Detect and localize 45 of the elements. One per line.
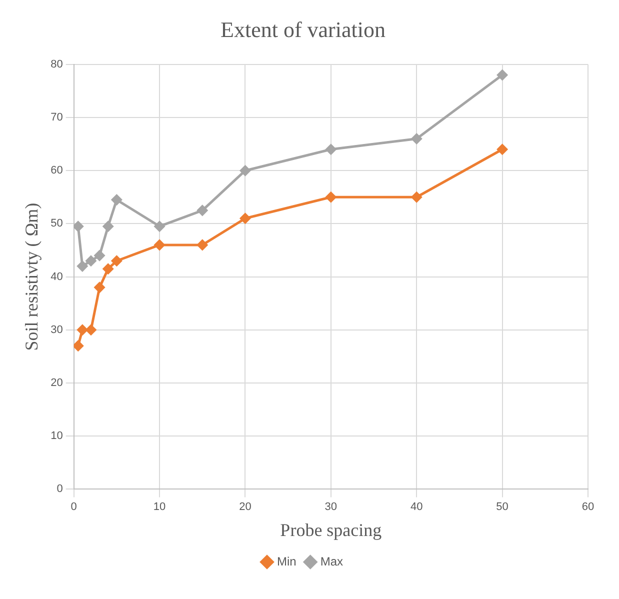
point xyxy=(111,194,122,206)
point xyxy=(74,340,84,352)
chart-title: Extent of variation xyxy=(220,16,386,42)
point xyxy=(197,205,208,216)
point xyxy=(94,250,105,261)
x-tick-label: 40 xyxy=(410,500,423,513)
x-tick-label: 20 xyxy=(239,500,252,513)
y-tick-label: 40 xyxy=(50,270,63,283)
point xyxy=(411,192,422,202)
x-tick-label: 60 xyxy=(582,500,594,513)
point xyxy=(102,264,114,274)
point xyxy=(154,240,165,250)
x-tick-label: 0 xyxy=(70,500,77,513)
point xyxy=(94,282,105,293)
point xyxy=(240,165,250,176)
x-axis-title: Probe spacing xyxy=(280,520,382,540)
y-tick-label: 70 xyxy=(50,112,63,124)
y-axis-title: Soil resistivty ( Ωm) xyxy=(22,202,42,351)
point xyxy=(197,240,208,250)
point xyxy=(497,70,508,80)
point xyxy=(77,260,88,272)
point xyxy=(326,192,336,202)
x-tick-label: 50 xyxy=(496,500,508,513)
point xyxy=(102,221,114,232)
y-tick-label: 60 xyxy=(50,164,63,177)
y-tick-label: 10 xyxy=(50,430,63,442)
x-tick-label: 30 xyxy=(324,500,338,513)
y-tick-label: 20 xyxy=(50,377,63,390)
legend-label: Max xyxy=(320,554,344,568)
y-tick-label: 0 xyxy=(56,483,63,496)
legend-label: Min xyxy=(276,554,296,568)
point xyxy=(74,221,84,232)
point xyxy=(411,133,422,144)
point xyxy=(154,221,165,232)
point xyxy=(497,144,508,155)
point xyxy=(77,324,88,336)
point xyxy=(326,144,336,155)
point xyxy=(240,213,250,224)
point xyxy=(111,256,122,266)
x-tick-label: 10 xyxy=(153,500,166,513)
y-tick-label: 50 xyxy=(50,218,63,230)
y-tick-label: 30 xyxy=(50,324,63,336)
y-tick-label: 80 xyxy=(50,58,63,70)
point xyxy=(86,324,96,336)
point xyxy=(86,256,96,266)
